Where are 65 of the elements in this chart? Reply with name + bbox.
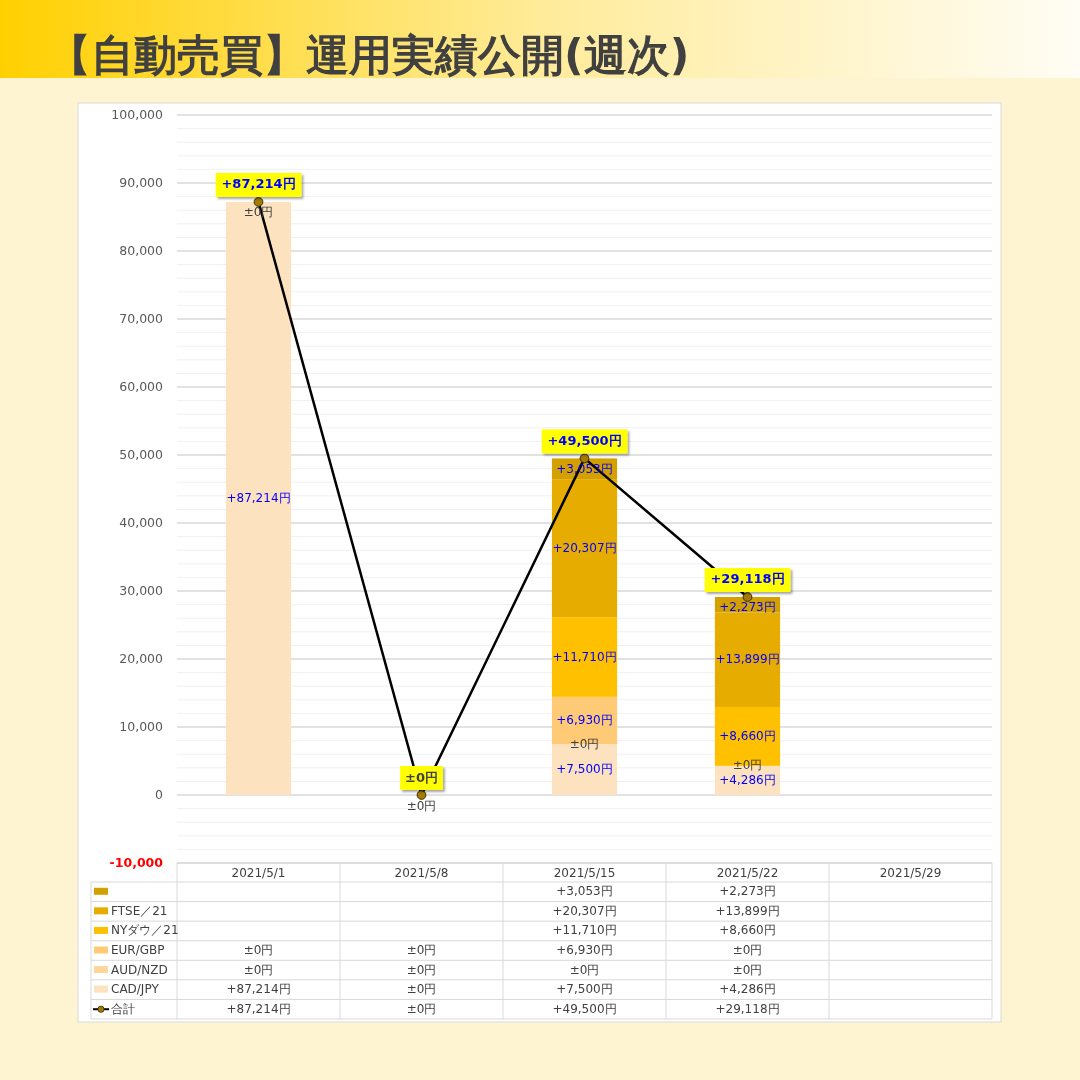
x-tick-label: 2021/5/15 — [553, 866, 616, 880]
data-label: ±0円 — [406, 982, 437, 997]
y-tick-label: -10,000 — [109, 854, 164, 870]
data-label: +29,118円 — [715, 1001, 780, 1016]
bar — [714, 612, 781, 707]
text: +87,214円 — [226, 490, 291, 505]
x-tick-label: 2021/5/29 — [879, 866, 942, 880]
y-tick-label: 100,000 — [111, 106, 164, 122]
text: ±0円 — [406, 798, 437, 813]
data-label: +4,286円 — [719, 982, 776, 997]
text: ±0円 — [405, 769, 438, 785]
y-tick-label: 90,000 — [119, 174, 164, 190]
data-label: ±0円 — [732, 943, 763, 957]
text: +7,500円 — [556, 762, 613, 776]
data-label: ±0円 — [406, 1001, 437, 1016]
data-label: +87,214円 — [226, 1001, 291, 1016]
x-tick-label: 2021/5/1 — [231, 866, 286, 880]
bar — [551, 617, 618, 697]
data-label: +87,214円 — [226, 982, 291, 997]
text: +20,307円 — [552, 540, 617, 555]
data-label: +2,273円 — [719, 600, 776, 615]
legend-label: AUD/NZD — [111, 962, 168, 977]
y-tick-label: 20,000 — [119, 650, 164, 666]
y-tick-label: 40,000 — [119, 514, 164, 530]
data-label: +11,710円 — [552, 923, 617, 938]
text: +4,286円 — [719, 772, 776, 787]
legend-label: CAD/JPY — [111, 982, 160, 997]
legend-label: FTSE／21 — [111, 903, 168, 918]
legend-label: 合計 — [111, 1001, 135, 1016]
data-label: +7,500円 — [556, 982, 613, 997]
data-label: ±0円 — [732, 962, 763, 977]
text: +87,214円 — [221, 176, 296, 192]
data-label: ±0円 — [569, 962, 600, 977]
data-label: +49,500円 — [552, 1001, 617, 1016]
bar — [551, 479, 618, 618]
data-label: ±0円 — [406, 962, 437, 977]
chart-title: 【自動売買】運用実績公開(週次) — [48, 29, 690, 80]
y-tick-label: 60,000 — [119, 378, 164, 394]
text: +29,118円 — [710, 571, 785, 587]
data-label: ±0円 — [243, 962, 274, 977]
y-tick-label: 80,000 — [119, 242, 164, 258]
legend-label: EUR/GBP — [111, 943, 165, 957]
y-tick-label: 70,000 — [119, 310, 164, 326]
bar — [225, 201, 292, 795]
data-label: +8,660円 — [719, 923, 776, 938]
text: +2,273円 — [719, 884, 776, 899]
text: +13,899円 — [715, 652, 780, 667]
data-label: ±0円 — [406, 943, 437, 957]
x-tick-label: 2021/5/8 — [394, 866, 449, 880]
x-tick-label: 2021/5/22 — [716, 866, 779, 880]
legend-label: NYダウ／21 — [111, 923, 179, 938]
text: +6,930円 — [556, 712, 613, 727]
text: +3,053円 — [556, 884, 613, 899]
data-label: ±0円 — [243, 943, 274, 957]
text: ±0円 — [569, 736, 600, 751]
y-tick-label: 0 — [155, 786, 164, 802]
data-label: +6,930円 — [556, 943, 613, 957]
y-tick-label: 30,000 — [119, 582, 164, 598]
y-tick-label: 10,000 — [119, 718, 164, 734]
data-label: +20,307円 — [552, 903, 617, 918]
text: +11,710円 — [552, 649, 617, 664]
text: +8,660円 — [719, 728, 776, 743]
text: +49,500円 — [547, 432, 622, 448]
y-tick-label: 50,000 — [119, 446, 164, 462]
data-label: +13,899円 — [715, 903, 780, 918]
